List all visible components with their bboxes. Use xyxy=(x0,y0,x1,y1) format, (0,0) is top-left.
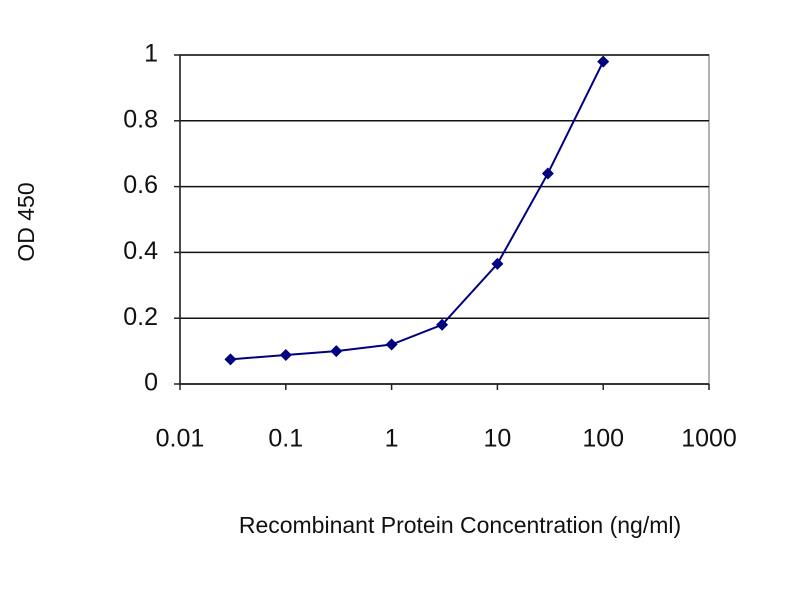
x-tick-label: 1000 xyxy=(681,425,737,453)
x-tick-label: 0.01 xyxy=(156,425,205,453)
plot-area xyxy=(179,54,710,385)
y-tick-label: 0.8 xyxy=(123,105,158,133)
point xyxy=(385,338,398,351)
y-tick-label: 0.6 xyxy=(123,171,158,199)
y-tick-label: 0.2 xyxy=(123,303,158,331)
x-tick-label: 1 xyxy=(385,425,399,453)
point xyxy=(279,349,292,362)
point xyxy=(597,55,610,68)
point xyxy=(541,167,554,180)
point xyxy=(224,353,237,366)
x-axis-label: Recombinant Protein Concentration (ng/ml… xyxy=(239,512,681,538)
x-tick-label: 10 xyxy=(483,425,511,453)
y-axis-label: OD 450 xyxy=(13,182,39,261)
y-tick-label: 0 xyxy=(144,369,158,397)
point xyxy=(330,345,343,358)
point xyxy=(436,318,449,331)
y-tick-label: 0.4 xyxy=(123,237,158,265)
series-line xyxy=(230,61,605,361)
point xyxy=(491,257,504,270)
x-tick-label: 0.1 xyxy=(268,425,303,453)
x-tick-label: 100 xyxy=(582,425,624,453)
y-tick-label: 1 xyxy=(144,40,158,68)
